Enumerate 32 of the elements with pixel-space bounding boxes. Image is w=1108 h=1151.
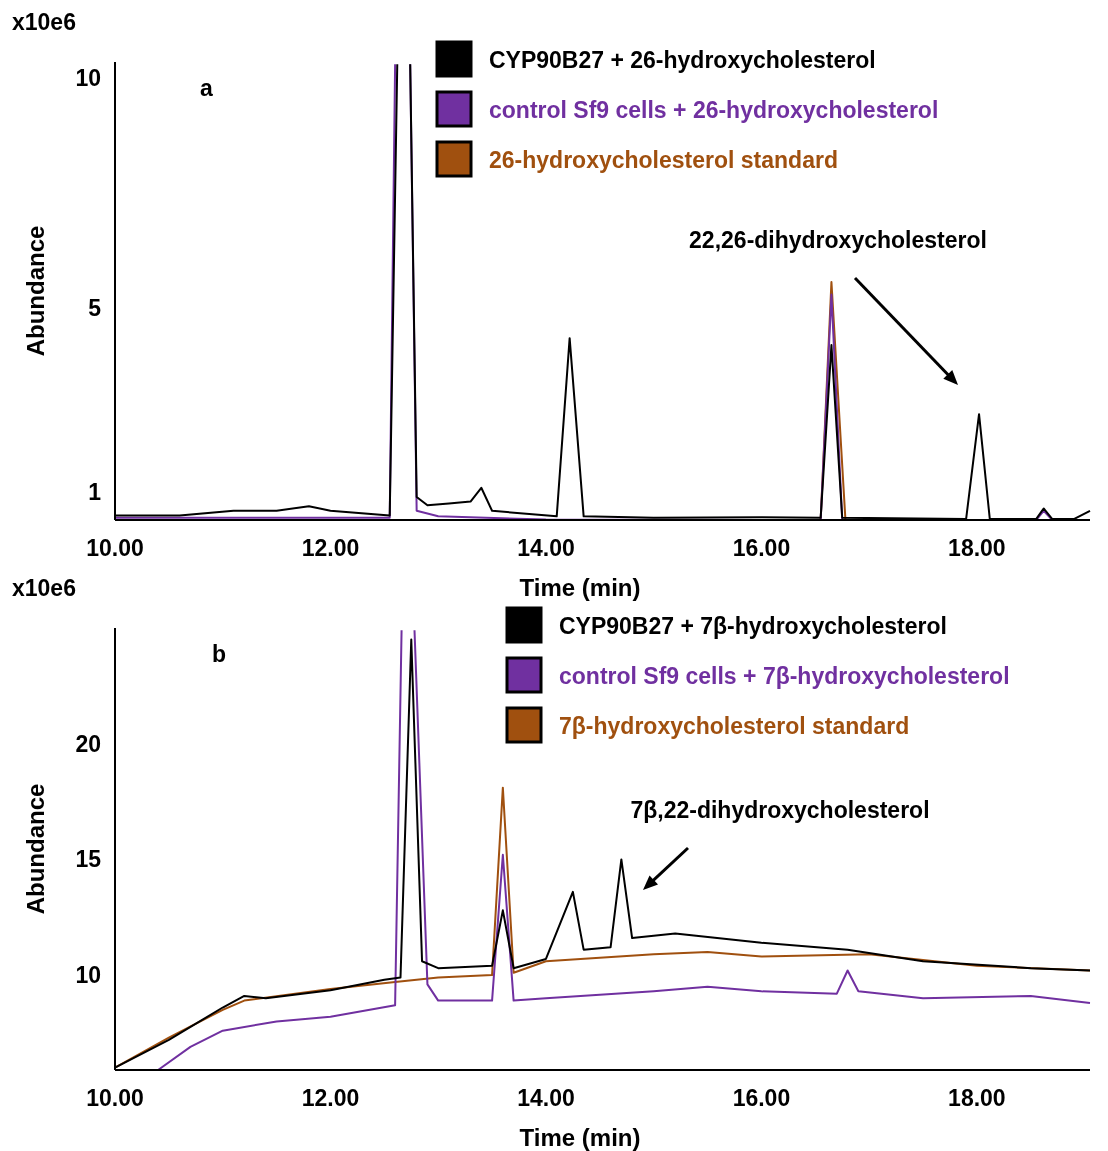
x-tick-label: 12.00 [301,1085,360,1111]
annotation: 22,26-dihydroxycholesterol [689,227,987,253]
y-axis-title: Abundance [22,225,49,357]
x-tick-label: 16.00 [732,535,791,561]
annotation: 7β,22-dihydroxycholesterol [630,797,930,823]
y-axis-title: Abundance [22,783,49,915]
x-tick-label: 18.00 [948,1085,1006,1111]
annotation: a [200,75,213,101]
text: x10e6 [12,9,76,35]
legend-label: CYP90B27 + 26-hydroxycholesterol [489,47,876,73]
y-tick-label: 5 [88,295,102,322]
legend-label: CYP90B27 + 7β-hydroxycholesterol [559,613,947,639]
x-tick-label: 10.00 [86,1085,144,1111]
y-tick-label: 20 [75,730,101,757]
x-tick-label: 16.00 [732,1085,791,1111]
annotation: b [212,641,227,667]
x-tick-label: 10.00 [86,535,144,561]
legend-label: control Sf9 cells + 26-hydroxycholesterol [489,97,939,123]
x-tick-label: 12.00 [301,535,360,561]
x-tick-label: 18.00 [948,535,1006,561]
legend-label: 26-hydroxycholesterol standard [489,147,838,173]
y-tick-label: 10 [75,65,101,92]
y-tick-label: 1 [88,479,102,506]
legend-label: 7β-hydroxycholesterol standard [559,713,910,739]
x-tick-label: 14.00 [517,535,575,561]
text: x10e6 [12,575,76,601]
x-axis-title: Time (min) [519,1124,641,1151]
legend-label: control Sf9 cells + 7β-hydroxycholesterol [559,663,1010,689]
x-axis-title: Time (min) [519,574,641,601]
x-tick-label: 14.00 [517,1085,575,1111]
y-tick-label: 15 [75,846,102,873]
y-tick-label: 10 [75,962,101,989]
